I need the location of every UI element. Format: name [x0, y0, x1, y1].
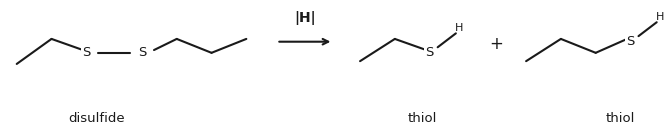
Text: S: S: [82, 46, 90, 59]
Text: H: H: [455, 23, 464, 33]
Text: S: S: [626, 35, 635, 48]
Text: |H|: |H|: [294, 11, 316, 25]
Text: +: +: [489, 35, 503, 54]
Text: thiol: thiol: [408, 112, 438, 125]
Text: S: S: [138, 46, 146, 59]
Text: thiol: thiol: [605, 112, 635, 125]
Text: H: H: [656, 12, 664, 22]
Text: S: S: [425, 46, 434, 59]
Text: disulfide: disulfide: [68, 112, 125, 125]
